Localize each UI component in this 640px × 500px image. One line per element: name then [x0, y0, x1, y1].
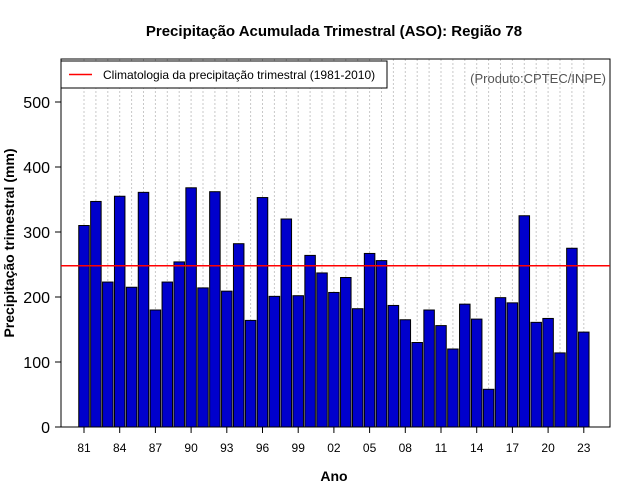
- bar-1994: [232, 243, 245, 428]
- bar-2014: [470, 318, 483, 428]
- bar-2006: [375, 260, 388, 428]
- x-tick-label: 99: [292, 441, 306, 455]
- x-tick-label: 96: [256, 441, 270, 455]
- bar-1989: [173, 261, 185, 428]
- x-axis-label: Ano: [320, 468, 347, 484]
- y-tick-label: 0: [41, 420, 50, 437]
- bar-1992: [209, 191, 221, 428]
- x-tick-label: 02: [327, 441, 341, 455]
- bar-1996: [256, 197, 269, 428]
- bar-2010: [423, 309, 435, 428]
- bar-2004: [351, 308, 364, 428]
- x-tick-label: 08: [399, 441, 413, 455]
- bar-1997: [268, 295, 281, 428]
- bar-2000: [304, 254, 316, 428]
- bar-2021: [554, 352, 566, 428]
- bar-2007: [387, 304, 400, 428]
- y-axis-label: Precipitação trimestral (mm): [1, 148, 17, 337]
- source-label: (Produto:CPTEC/INPE): [470, 71, 606, 86]
- bar-2008: [399, 319, 412, 428]
- bar-2016: [494, 297, 507, 428]
- bar-1983: [102, 281, 114, 428]
- bar-1999: [292, 295, 304, 428]
- x-axis: 81 84 87 90 93 96 99 02 05 08 11 14 17 20 23: [77, 427, 591, 455]
- bar-2013: [459, 303, 471, 428]
- bar-2001: [316, 272, 328, 428]
- x-tick-label: 87: [149, 441, 163, 455]
- grid-lines: [83, 59, 585, 427]
- y-axis: 0 100 200 300 400 500: [23, 95, 61, 437]
- y-tick-label: 400: [23, 160, 50, 177]
- bar-2023: [578, 331, 590, 428]
- x-tick-label: 90: [184, 441, 198, 455]
- legend-box: [60, 60, 388, 89]
- bar-2002: [328, 291, 340, 428]
- bar-1990: [185, 187, 197, 428]
- bar-2018: [518, 215, 531, 428]
- x-tick-label: 93: [220, 441, 234, 455]
- x-tick-label: 20: [541, 441, 555, 455]
- legend-label: Climatologia da precipitação trimestral …: [103, 68, 375, 82]
- bar-1998: [280, 218, 293, 428]
- y-tick-label: 500: [23, 95, 50, 112]
- bar-2017: [506, 302, 519, 428]
- bar-1985: [125, 286, 138, 428]
- y-tick-label: 200: [23, 290, 50, 307]
- bar-1988: [161, 281, 174, 428]
- bar-1991: [197, 287, 209, 428]
- bar-2005: [363, 252, 376, 428]
- bar-2020: [542, 317, 554, 428]
- chart-title: Precipitação Acumulada Trimestral (ASO):…: [146, 23, 522, 40]
- bars: [78, 187, 590, 428]
- bar-2022: [566, 247, 578, 428]
- bar-1981: [78, 225, 90, 428]
- bar-2012: [447, 348, 459, 428]
- x-tick-label: 11: [435, 441, 448, 455]
- bar-2015: [482, 388, 495, 428]
- y-tick-label: 100: [23, 355, 50, 372]
- bar-2003: [340, 277, 352, 428]
- y-tick-label: 300: [23, 225, 50, 242]
- bar-1993: [221, 290, 233, 428]
- x-tick-label: 05: [363, 441, 377, 455]
- x-tick-label: 81: [77, 441, 91, 455]
- x-tick-label: 23: [577, 441, 591, 455]
- legend: Climatologia da precipitação trimestral …: [60, 60, 388, 89]
- bar-2011: [435, 325, 447, 428]
- bar-1995: [244, 319, 257, 428]
- bar-2009: [411, 342, 423, 428]
- x-tick-label: 17: [506, 441, 520, 455]
- bar-1984: [113, 195, 126, 428]
- plot-frame: [60, 58, 611, 428]
- x-tick-label: 14: [470, 441, 484, 455]
- bar-1987: [149, 309, 162, 428]
- bar-1986: [137, 191, 150, 428]
- bar-1982: [90, 200, 102, 428]
- bar-2019: [530, 321, 542, 428]
- x-tick-label: 84: [113, 441, 127, 455]
